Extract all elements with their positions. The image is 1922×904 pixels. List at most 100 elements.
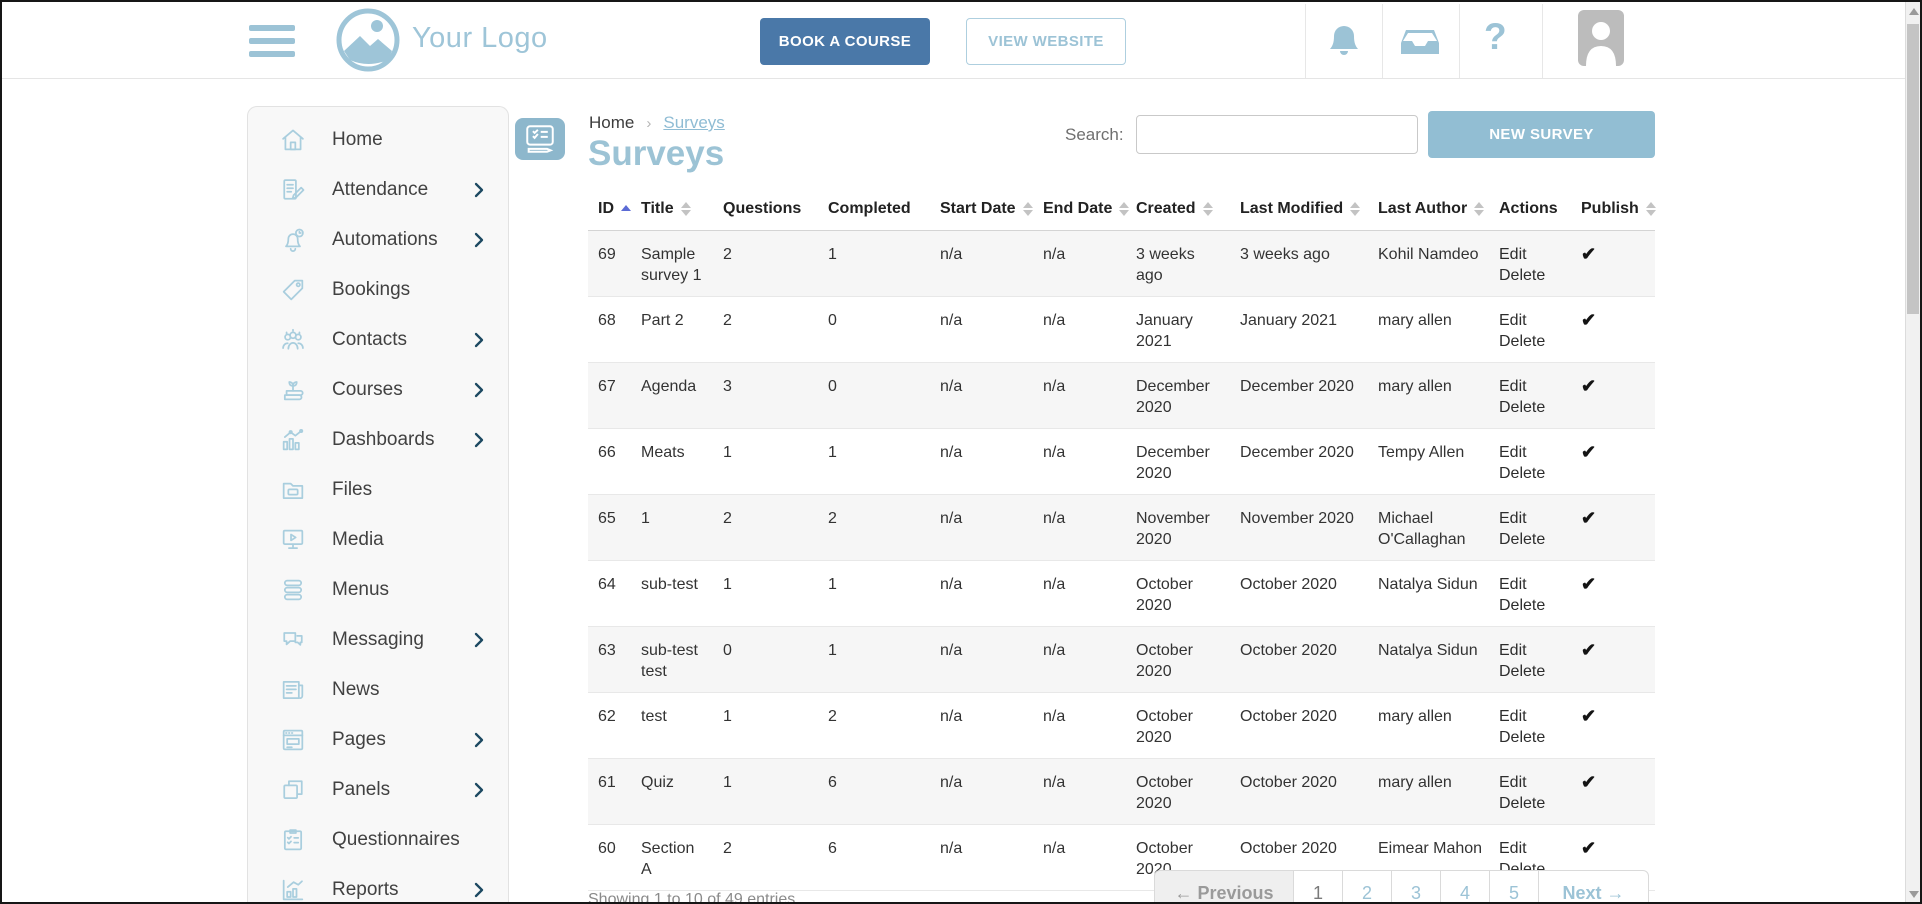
- sidebar-item-menus[interactable]: Menus: [248, 565, 508, 615]
- new-survey-button[interactable]: NEW SURVEY: [1428, 111, 1655, 158]
- cell-title: sub-test: [631, 560, 713, 627]
- sidebar-item-automations[interactable]: Automations: [248, 215, 508, 265]
- bell-icon[interactable]: [1328, 24, 1360, 60]
- cell-last-author: mary allen: [1368, 692, 1489, 759]
- column-header-start-date[interactable]: Start Date: [930, 190, 1033, 231]
- delete-link[interactable]: Delete: [1499, 663, 1546, 680]
- column-header-last-author[interactable]: Last Author: [1368, 190, 1489, 231]
- pagination-next-button[interactable]: Next →: [1538, 870, 1649, 902]
- edit-link[interactable]: Edit: [1499, 840, 1527, 857]
- sidebar-item-label: News: [332, 679, 380, 700]
- cell-id: 66: [588, 428, 631, 495]
- sort-arrows-icon: [1202, 201, 1213, 216]
- sidebar-item-pages[interactable]: Pages: [248, 715, 508, 765]
- chevron-right-icon: [474, 732, 484, 748]
- edit-link[interactable]: Edit: [1499, 774, 1527, 791]
- cell-last-author: Natalya Sidun: [1368, 626, 1489, 693]
- table-row: 64 sub-test 1 1 n/a n/a October 2020 October 20…: [588, 560, 1655, 627]
- cell-completed: 0: [818, 362, 930, 429]
- pagination-page-3[interactable]: 3: [1391, 870, 1441, 902]
- view-website-button[interactable]: VIEW WEBSITE: [966, 18, 1126, 65]
- cell-last-modified: October 2020: [1230, 758, 1368, 825]
- pagination-page-1[interactable]: 1: [1293, 870, 1343, 902]
- edit-link[interactable]: Edit: [1499, 312, 1527, 329]
- cell-created: December 2020: [1126, 428, 1230, 495]
- cell-publish: ✔: [1571, 428, 1655, 495]
- pagination-page-4[interactable]: 4: [1440, 870, 1490, 902]
- breadcrumb-surveys-link[interactable]: Surveys: [663, 113, 725, 132]
- header-divider: [1382, 4, 1383, 78]
- edit-link[interactable]: Edit: [1499, 510, 1527, 527]
- edit-link[interactable]: Edit: [1499, 708, 1527, 725]
- sidebar-item-label: Menus: [332, 579, 390, 600]
- pagination-page-2[interactable]: 2: [1342, 870, 1392, 902]
- pagination-page-5[interactable]: 5: [1489, 870, 1539, 902]
- header-divider: [1542, 4, 1543, 78]
- sidebar-item-questionnaires[interactable]: Questionnaires: [248, 815, 508, 865]
- sidebar-item-dashboards[interactable]: Dashboards: [248, 415, 508, 465]
- surveys-module-icon[interactable]: [515, 118, 565, 160]
- edit-link[interactable]: Edit: [1499, 576, 1527, 593]
- published-check-icon: ✔: [1581, 772, 1597, 792]
- scroll-down-icon[interactable]: [1909, 891, 1919, 898]
- delete-link[interactable]: Delete: [1499, 333, 1546, 350]
- sidebar-item-news[interactable]: News: [248, 665, 508, 715]
- breadcrumb-home[interactable]: Home: [589, 113, 635, 132]
- header-divider: [1459, 4, 1460, 78]
- edit-link[interactable]: Edit: [1499, 246, 1527, 263]
- image-logo-icon[interactable]: [334, 6, 402, 74]
- cell-id: 62: [588, 692, 631, 759]
- cell-completed: 1: [818, 428, 930, 495]
- cell-last-modified: November 2020: [1230, 494, 1368, 561]
- sidebar-item-attendance[interactable]: Attendance: [248, 165, 508, 215]
- delete-link[interactable]: Delete: [1499, 729, 1546, 746]
- cell-questions: 1: [713, 560, 818, 627]
- book-a-course-button[interactable]: BOOK A COURSE: [760, 18, 930, 65]
- sidebar-item-bookings[interactable]: Bookings: [248, 265, 508, 315]
- attendance-icon: [278, 175, 308, 205]
- delete-link[interactable]: Delete: [1499, 399, 1546, 416]
- column-header-end-date[interactable]: End Date: [1033, 190, 1130, 231]
- avatar[interactable]: [1578, 10, 1624, 66]
- delete-link[interactable]: Delete: [1499, 597, 1546, 614]
- scroll-up-icon[interactable]: [1909, 8, 1919, 15]
- delete-link[interactable]: Delete: [1499, 795, 1546, 812]
- delete-link[interactable]: Delete: [1499, 531, 1546, 548]
- cell-last-author: Kohil Namdeo: [1368, 230, 1489, 297]
- help-icon[interactable]: ?: [1484, 16, 1507, 57]
- cell-id: 65: [588, 494, 631, 561]
- cell-completed: 0: [818, 296, 930, 363]
- column-header-id[interactable]: ID: [588, 190, 631, 231]
- scrollbar-thumb[interactable]: [1907, 24, 1919, 314]
- cell-completed: 6: [818, 824, 930, 891]
- vertical-scrollbar[interactable]: [1905, 2, 1920, 902]
- hamburger-icon[interactable]: [249, 25, 295, 57]
- column-header-created[interactable]: Created: [1126, 190, 1230, 231]
- delete-link[interactable]: Delete: [1499, 267, 1546, 284]
- sidebar-item-courses[interactable]: Courses: [248, 365, 508, 415]
- pagination-previous-button[interactable]: ← Previous: [1154, 870, 1294, 902]
- cell-end-date: n/a: [1033, 494, 1126, 561]
- column-header-publish[interactable]: Publish: [1571, 190, 1656, 231]
- sidebar-item-panels[interactable]: Panels: [248, 765, 508, 815]
- column-header-title[interactable]: Title: [631, 190, 713, 231]
- sidebar-item-contacts[interactable]: Contacts: [248, 315, 508, 365]
- sidebar-item-media[interactable]: Media: [248, 515, 508, 565]
- edit-link[interactable]: Edit: [1499, 444, 1527, 461]
- inbox-icon[interactable]: [1400, 28, 1440, 56]
- search-input[interactable]: [1136, 115, 1418, 154]
- cell-publish: ✔: [1571, 230, 1655, 297]
- cell-actions: Edit Delete: [1489, 560, 1571, 627]
- sidebar-item-reports[interactable]: Reports: [248, 865, 508, 902]
- sidebar-item-home[interactable]: Home: [248, 115, 508, 165]
- edit-link[interactable]: Edit: [1499, 378, 1527, 395]
- delete-link[interactable]: Delete: [1499, 465, 1546, 482]
- sidebar-item-messaging[interactable]: Messaging: [248, 615, 508, 665]
- sidebar-item-label: Courses: [332, 379, 403, 400]
- column-header-last-modified[interactable]: Last Modified: [1230, 190, 1368, 231]
- dashboards-icon: [278, 425, 308, 455]
- sidebar-item-label: Home: [332, 129, 383, 150]
- sidebar-item-files[interactable]: Files: [248, 465, 508, 515]
- edit-link[interactable]: Edit: [1499, 642, 1527, 659]
